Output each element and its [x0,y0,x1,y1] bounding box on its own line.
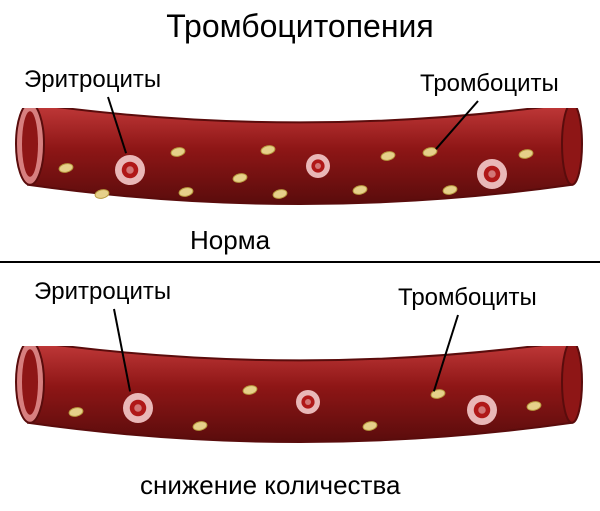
diagram-title: Тромбоцитопения [0,8,600,45]
label-thrombocytes-bottom: Тромбоциты [398,284,537,312]
label-erythrocytes-bottom: Эритроциты [34,278,171,306]
vessel-thrombocytopenia [10,346,590,466]
section-divider [0,261,600,263]
vessel-normal [10,108,590,228]
caption-normal: Норма [190,225,270,256]
label-thrombocytes-top: Тромбоциты [420,70,559,98]
caption-reduced: снижение количества [140,470,400,501]
label-erythrocytes-top: Эритроциты [24,66,161,94]
